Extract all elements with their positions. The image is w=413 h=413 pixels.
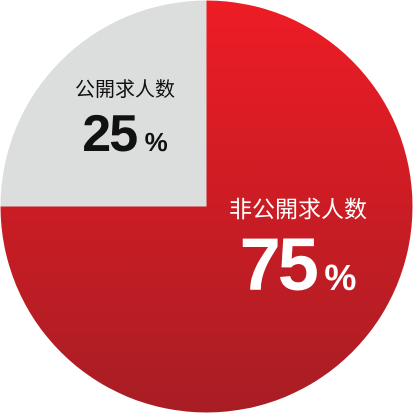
slice-label-private-jobs: 非公開求人数 <box>229 196 367 222</box>
pie-slice-public-jobs <box>0 0 207 207</box>
slice-value-public-jobs: 25 % <box>82 105 167 163</box>
slice-value-private-jobs: 75 % <box>240 223 357 306</box>
slice-label-public-jobs: 公開求人数 <box>75 78 175 101</box>
